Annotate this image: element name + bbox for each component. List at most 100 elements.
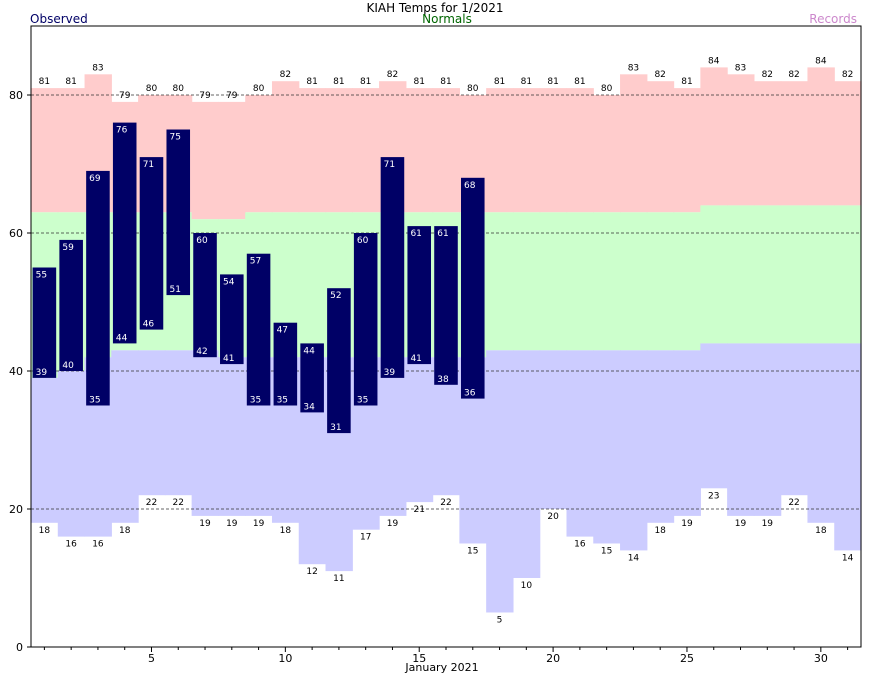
observed-high-label: 57 <box>250 257 261 267</box>
observed-low-label: 40 <box>62 361 74 371</box>
record-low-label: 16 <box>92 540 104 550</box>
observed-low-label: 36 <box>464 389 476 399</box>
record-low-band <box>753 343 782 516</box>
observed-bar <box>139 157 164 330</box>
record-high-band <box>218 101 246 220</box>
record-low-band <box>405 357 434 503</box>
observed-bar <box>220 274 244 365</box>
value-labels: 55 39 59 40 69 35 76 44 71 46 75 51 60 42 54 41 57 35 47 35… <box>36 56 854 625</box>
normal-band <box>753 205 782 344</box>
record-low-band <box>191 350 220 516</box>
record-low-band <box>700 343 728 489</box>
observed-bar <box>300 343 324 413</box>
record-low-label: 19 <box>226 519 238 529</box>
observed-low-label: 44 <box>116 333 128 343</box>
record-low-label: 15 <box>601 547 612 557</box>
record-low-band <box>807 343 835 523</box>
observed-low-label: 41 <box>410 354 421 364</box>
record-low-label: 15 <box>467 547 478 557</box>
normal-band <box>646 212 675 351</box>
observed-low-label: 39 <box>384 368 396 378</box>
record-low-label: 22 <box>788 498 799 508</box>
record-low-band <box>111 350 139 523</box>
record-low-label: 5 <box>497 616 503 626</box>
record-low-band <box>512 350 541 578</box>
observed-low-label: 42 <box>196 347 207 357</box>
record-high-label: 81 <box>39 77 50 87</box>
record-high-label: 81 <box>521 77 532 87</box>
x-tick-label: 30 <box>814 652 828 665</box>
observed-bar <box>59 239 83 371</box>
record-high-band <box>646 81 675 213</box>
record-low-label: 19 <box>387 519 399 529</box>
observed-low-label: 35 <box>277 396 288 406</box>
observed-bar <box>273 322 298 406</box>
record-high-label: 80 <box>173 84 185 94</box>
observed-bar <box>86 170 110 406</box>
record-high-label: 82 <box>762 70 773 80</box>
observed-high-label: 60 <box>196 236 208 246</box>
observed-bar <box>112 122 137 344</box>
record-low-band <box>673 350 701 516</box>
record-low-band <box>593 350 621 544</box>
record-high-label: 82 <box>842 70 853 80</box>
normal-band <box>593 212 621 351</box>
record-high-band <box>405 88 434 213</box>
observed-low-label: 34 <box>303 402 315 412</box>
observed-bar <box>32 267 57 378</box>
x-tick-label: 15 <box>412 652 426 665</box>
record-low-band <box>834 343 862 551</box>
record-low-label: 12 <box>306 567 317 577</box>
record-high-label: 79 <box>199 91 211 101</box>
record-low-band <box>566 350 594 537</box>
observed-low-label: 41 <box>223 354 234 364</box>
record-high-band <box>566 88 594 213</box>
record-high-label: 83 <box>92 63 103 73</box>
x-tick-label: 25 <box>680 652 694 665</box>
observed-bar <box>460 177 485 399</box>
record-low-label: 19 <box>681 519 693 529</box>
record-low-label: 18 <box>39 526 51 536</box>
record-high-label: 81 <box>306 77 317 87</box>
normal-band <box>673 212 701 351</box>
record-low-band <box>379 357 407 516</box>
x-tick-label: 10 <box>278 652 292 665</box>
record-low-label: 20 <box>547 512 559 522</box>
observed-high-label: 61 <box>410 229 421 239</box>
normal-band <box>512 212 541 351</box>
record-low-label: 11 <box>333 574 344 584</box>
observed-high-label: 60 <box>357 236 369 246</box>
observed-high-label: 52 <box>330 291 341 301</box>
record-high-label: 84 <box>708 56 720 66</box>
record-high-label: 82 <box>280 70 291 80</box>
record-high-band <box>753 81 782 206</box>
observed-low-label: 35 <box>250 396 261 406</box>
observed-high-label: 68 <box>464 181 476 191</box>
normal-band <box>539 212 568 351</box>
observed-high-label: 76 <box>116 126 128 136</box>
record-high-band <box>352 88 380 213</box>
record-high-band <box>673 88 701 213</box>
record-high-label: 79 <box>226 91 238 101</box>
normal-band <box>807 205 835 344</box>
observed-bar <box>166 129 191 296</box>
observed-high-label: 54 <box>223 277 235 287</box>
record-low-band <box>539 350 568 509</box>
record-low-label: 22 <box>440 498 451 508</box>
y-tick-label: 20 <box>9 503 23 516</box>
record-high-band <box>539 88 568 213</box>
record-high-label: 80 <box>253 84 265 94</box>
record-low-label: 18 <box>815 526 827 536</box>
record-high-band <box>325 88 353 213</box>
observed-low-label: 31 <box>330 423 341 433</box>
observed-high-label: 44 <box>303 346 315 356</box>
observed-bar <box>434 226 458 385</box>
record-high-band <box>834 81 862 206</box>
record-low-band <box>31 377 59 523</box>
record-low-label: 18 <box>654 526 666 536</box>
observed-high-label: 75 <box>169 133 180 143</box>
normal-band <box>620 212 648 351</box>
observed-low-label: 38 <box>437 375 449 385</box>
record-low-label: 22 <box>173 498 184 508</box>
record-high-label: 80 <box>146 84 158 94</box>
